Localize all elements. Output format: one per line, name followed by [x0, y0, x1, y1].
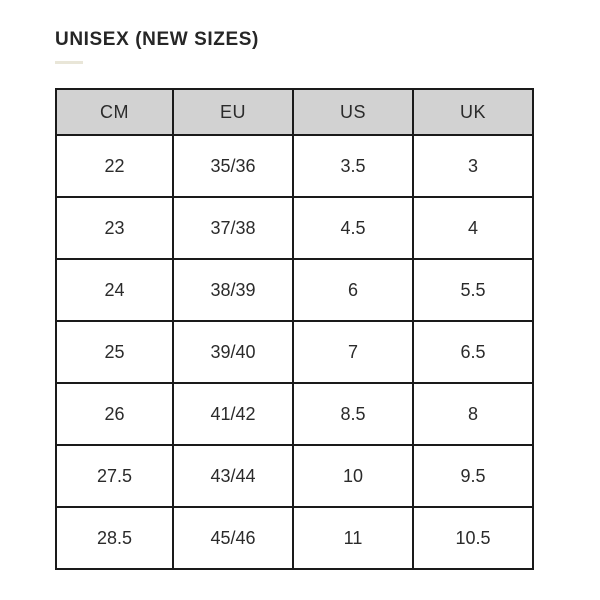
table-cell: 10.5 [412, 506, 534, 570]
table-cell: 10 [292, 444, 414, 508]
column-header-cm: CM [55, 88, 174, 136]
table-cell: 3 [412, 134, 534, 198]
table-row: 22 35/36 3.5 3 [55, 134, 534, 198]
header-row: CM EU US UK [55, 88, 534, 136]
table-cell: 8 [412, 382, 534, 446]
table-cell: 3.5 [292, 134, 414, 198]
column-header-eu: EU [172, 88, 294, 136]
table-cell: 11 [292, 506, 414, 570]
table-cell: 25 [55, 320, 174, 384]
column-header-uk: UK [412, 88, 534, 136]
table-cell: 4.5 [292, 196, 414, 260]
table-cell: 38/39 [172, 258, 294, 322]
title-accent-divider [55, 61, 83, 64]
table-cell: 35/36 [172, 134, 294, 198]
size-table: CM EU US UK 22 35/36 3.5 3 23 37/38 4.5 4 24 38/39 6 5… [55, 88, 534, 570]
table-cell: 28.5 [55, 506, 174, 570]
table-cell: 27.5 [55, 444, 174, 508]
table-cell: 4 [412, 196, 534, 260]
size-table-body: 22 35/36 3.5 3 23 37/38 4.5 4 24 38/39 6 5.5 25 39/40… [55, 134, 534, 570]
table-row: 27.5 43/44 10 9.5 [55, 444, 534, 508]
table-row: 23 37/38 4.5 4 [55, 196, 534, 260]
table-cell: 6 [292, 258, 414, 322]
table-cell: 41/42 [172, 382, 294, 446]
table-cell: 8.5 [292, 382, 414, 446]
table-row: 24 38/39 6 5.5 [55, 258, 534, 322]
table-cell: 23 [55, 196, 174, 260]
table-cell: 9.5 [412, 444, 534, 508]
size-table-header: CM EU US UK [55, 88, 534, 136]
table-cell: 43/44 [172, 444, 294, 508]
page-title: UNISEX (NEW SIZES) [55, 29, 259, 50]
table-row: 25 39/40 7 6.5 [55, 320, 534, 384]
table-cell: 26 [55, 382, 174, 446]
table-row: 26 41/42 8.5 8 [55, 382, 534, 446]
table-row: 28.5 45/46 11 10.5 [55, 506, 534, 570]
column-header-us: US [292, 88, 414, 136]
table-cell: 37/38 [172, 196, 294, 260]
table-cell: 22 [55, 134, 174, 198]
table-cell: 5.5 [412, 258, 534, 322]
table-cell: 24 [55, 258, 174, 322]
table-cell: 45/46 [172, 506, 294, 570]
table-cell: 7 [292, 320, 414, 384]
table-cell: 39/40 [172, 320, 294, 384]
table-cell: 6.5 [412, 320, 534, 384]
